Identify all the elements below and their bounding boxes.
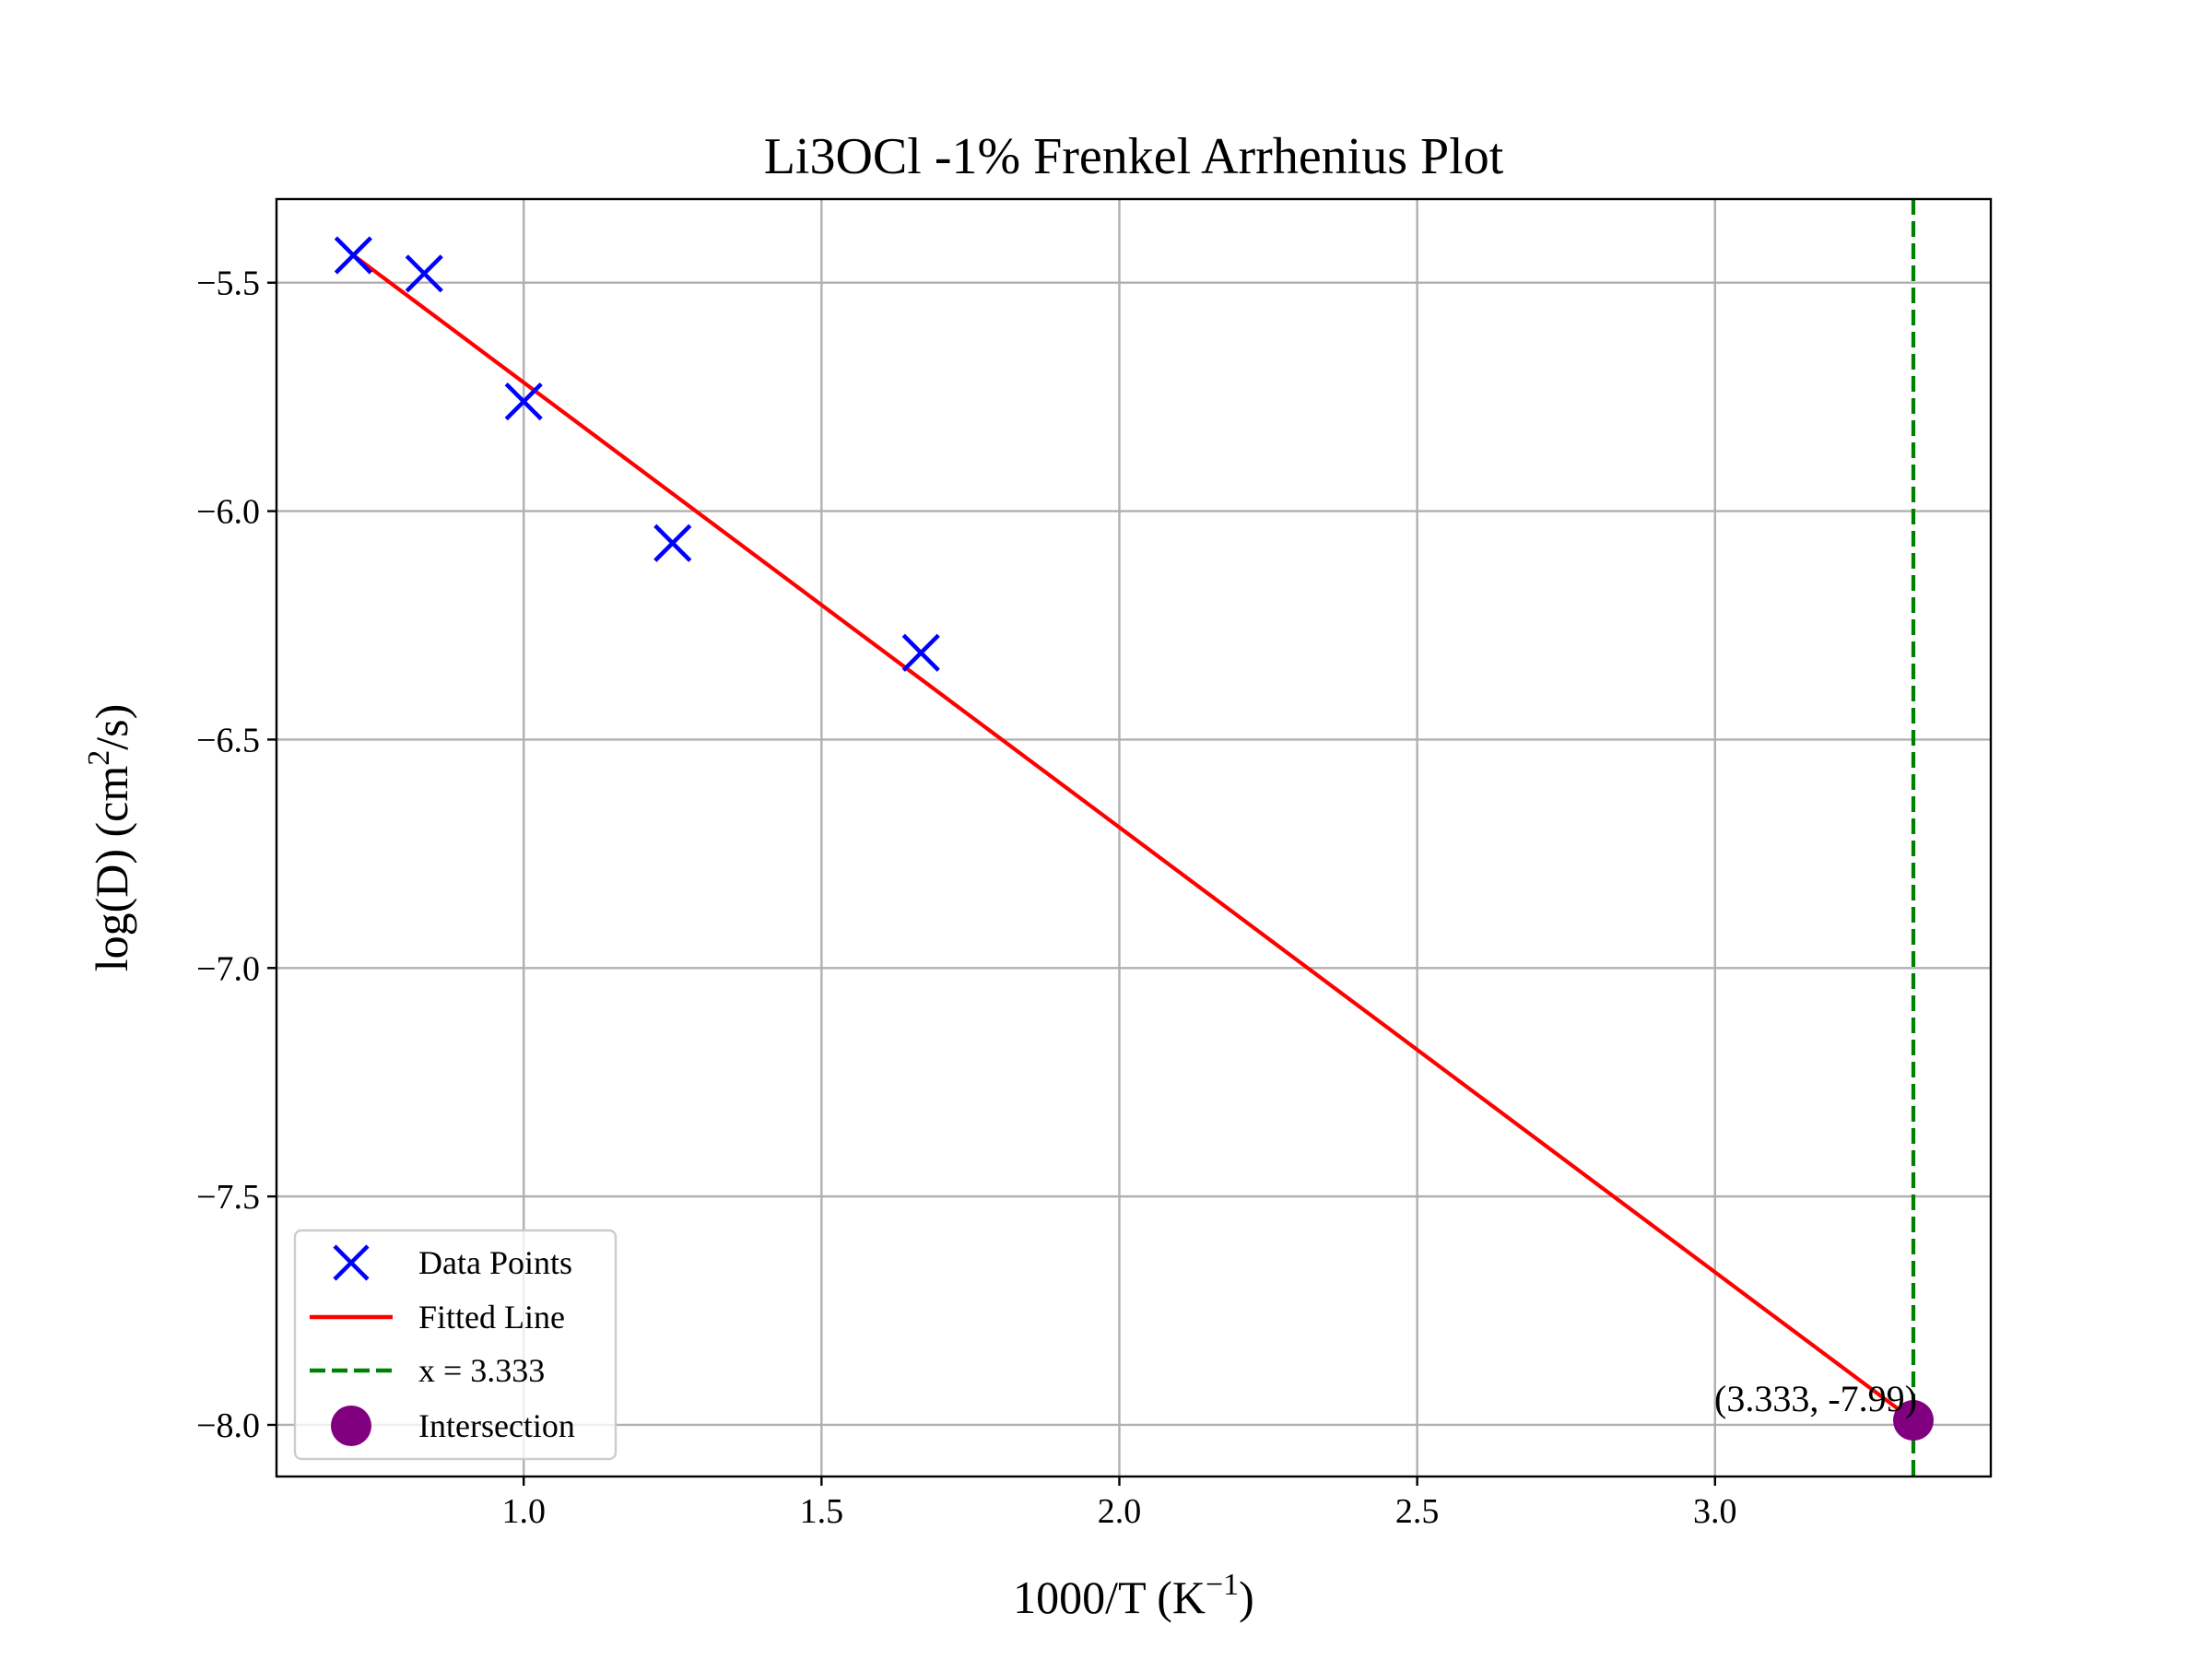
plot-area: (3.333, -7.99) bbox=[334, 199, 1934, 1477]
fitted-line bbox=[352, 253, 1915, 1422]
legend-label-fitted-line: Fitted Line bbox=[418, 1299, 565, 1335]
y-axis-label: log(D) (cm2/s) bbox=[82, 704, 137, 972]
y-tick-label: −5.5 bbox=[196, 265, 260, 303]
legend-label-vline: x = 3.333 bbox=[418, 1352, 545, 1389]
x-axis-label-main: 1000/T (K bbox=[1013, 1571, 1206, 1623]
x-axis-label-superscript: −1 bbox=[1206, 1568, 1239, 1602]
y-axis-label-superscript: 2 bbox=[82, 750, 116, 766]
legend-marker-x-icon bbox=[333, 1244, 370, 1281]
intersection-annotation: (3.333, -7.99) bbox=[1714, 1378, 1917, 1419]
y-axis-label-end: /s) bbox=[86, 704, 137, 750]
legend-item-intersection: Intersection bbox=[331, 1406, 575, 1446]
y-tick-label: −7.0 bbox=[196, 949, 260, 988]
legend-item-fitted-line: Fitted Line bbox=[310, 1299, 565, 1335]
x-tick-label: 2.5 bbox=[1395, 1492, 1440, 1531]
y-tick-label: −8.0 bbox=[196, 1406, 260, 1445]
y-axis-label-main: log(D) (cm bbox=[86, 766, 137, 972]
axis-ticks: 1.0 1.5 2.0 2.5 3.0 −5.5 −6.0 −6.5 −7.0 −7.5 −8.0 bbox=[196, 265, 1736, 1531]
x-tick-label: 1.0 bbox=[501, 1492, 546, 1531]
x-axis-label: 1000/T (K−1) bbox=[1013, 1568, 1254, 1623]
x-tick-label: 1.5 bbox=[800, 1492, 844, 1531]
data-point-marker bbox=[653, 524, 692, 562]
legend-label-data-points: Data Points bbox=[418, 1244, 572, 1281]
intersection-point bbox=[1892, 1400, 1934, 1441]
y-tick-label: −6.0 bbox=[196, 493, 260, 532]
axes-frame bbox=[275, 197, 1993, 1478]
legend: Data Points Fitted Line x = 3.333 Inters… bbox=[293, 1229, 618, 1461]
x-tick-label: 2.0 bbox=[1098, 1492, 1142, 1531]
grid bbox=[276, 199, 1991, 1477]
chart-title: Li3OCl -1% Frenkel Arrhenius Plot bbox=[764, 128, 1504, 185]
x-axis-label-end: ) bbox=[1239, 1571, 1254, 1623]
legend-circle-icon bbox=[331, 1406, 371, 1446]
data-point-marker bbox=[901, 633, 940, 672]
y-tick-label: −6.5 bbox=[196, 721, 260, 759]
legend-label-intersection: Intersection bbox=[418, 1407, 575, 1444]
x-tick-label: 3.0 bbox=[1693, 1492, 1737, 1531]
data-point-marker bbox=[504, 382, 543, 421]
data-point-marker bbox=[334, 236, 372, 275]
legend-item-vline: x = 3.333 bbox=[310, 1352, 545, 1389]
legend-box bbox=[293, 1229, 618, 1461]
legend-item-data-points: Data Points bbox=[333, 1244, 572, 1281]
y-tick-label: −7.5 bbox=[196, 1178, 260, 1217]
data-point-marker bbox=[405, 254, 443, 293]
